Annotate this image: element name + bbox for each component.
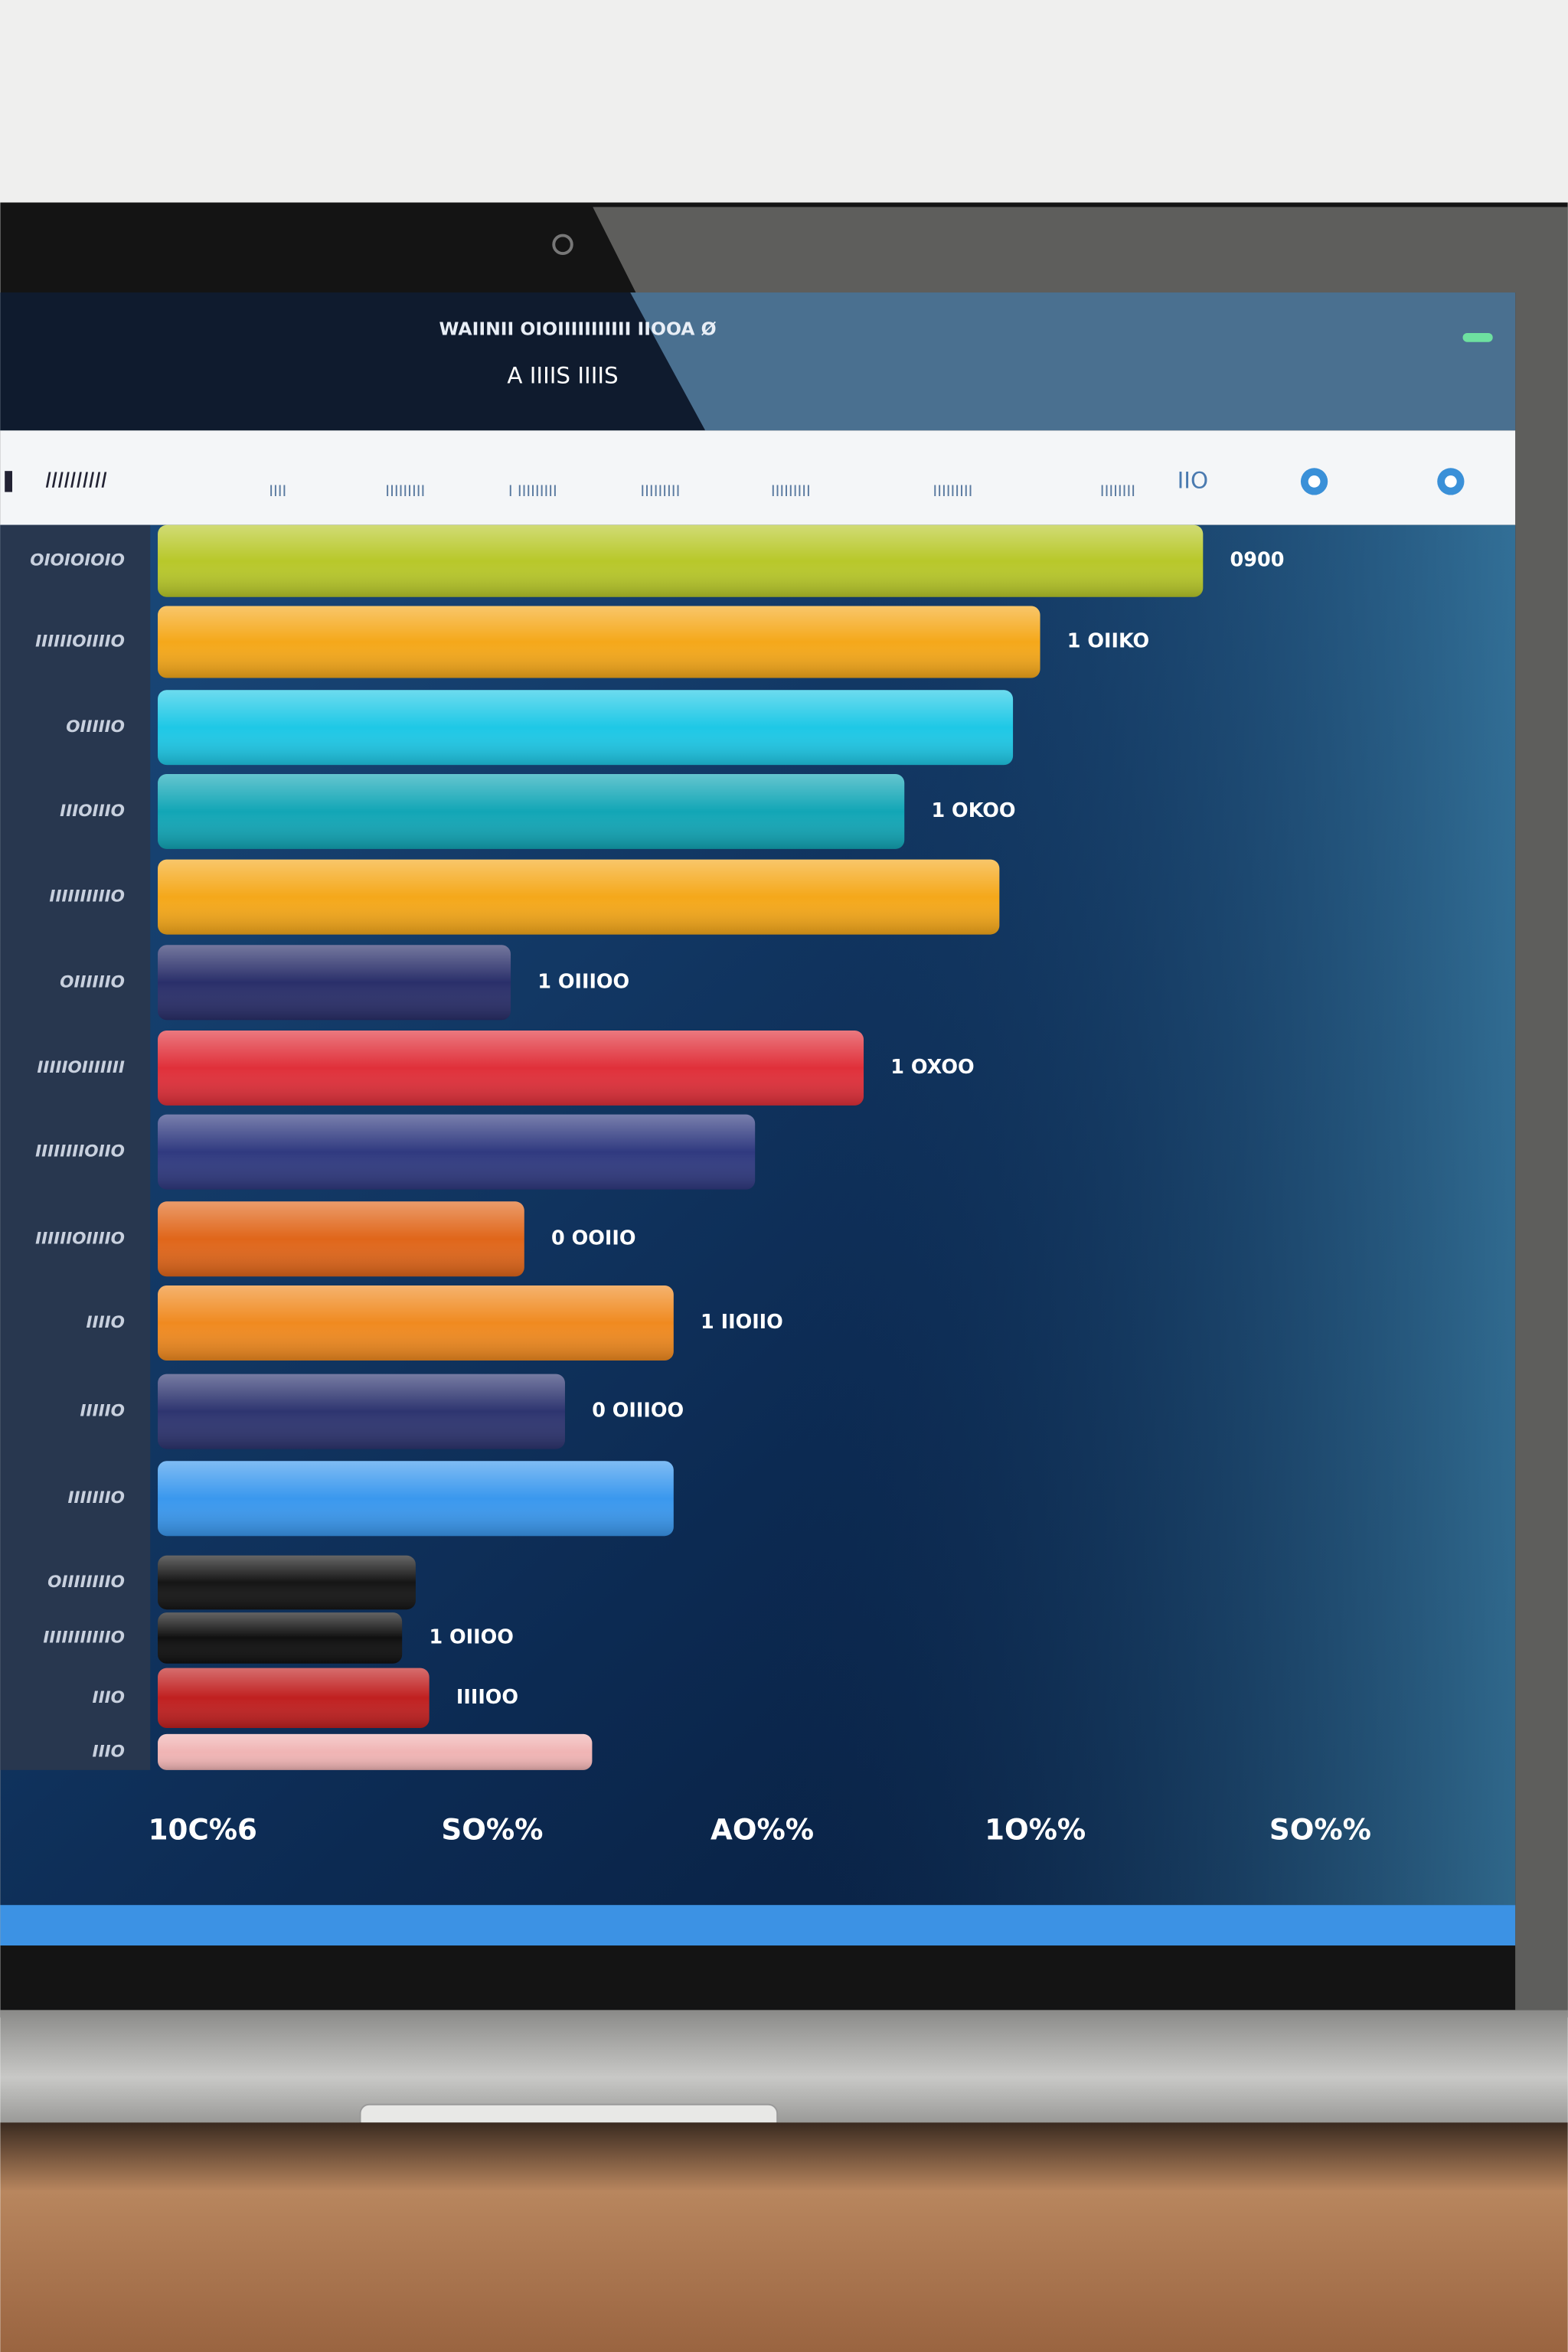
bar-shine [158, 773, 905, 849]
category-label: IIIIIIIIOIIO [35, 1142, 125, 1161]
value-label: 0 OIIIOO [592, 1400, 684, 1423]
value-label: 1 OIIKO [1067, 630, 1149, 653]
category-label: IIIIIIOIIIIO [35, 1229, 125, 1248]
x-axis-label: 1O%% [985, 1813, 1086, 1847]
wall [0, 0, 1568, 211]
category-label: IIIIIO [80, 1402, 125, 1421]
bar-shine [158, 1374, 565, 1449]
x-axis-label: SO%% [1269, 1813, 1371, 1847]
bar-shine [158, 1201, 524, 1277]
category-label: OIOIOIOIO [30, 551, 125, 570]
category-label: IIIIIIOIIIIO [35, 632, 125, 652]
menu-button-dot [1445, 475, 1457, 488]
category-label: IIIO [93, 1688, 125, 1707]
bar-shine [158, 1114, 756, 1190]
value-label: 1 OIIIOO [537, 970, 629, 993]
menu-right[interactable]: IIO [1178, 467, 1208, 493]
value-label: IIIIOO [456, 1686, 518, 1709]
menu-tab[interactable]: IIIIIIIII [771, 482, 811, 500]
status-strip [0, 1905, 1516, 1946]
category-label: OIIIIIIO [60, 972, 125, 991]
status-indicator [1462, 332, 1493, 342]
bar-shine [158, 1030, 864, 1106]
desk [0, 2122, 1568, 2352]
header-dark [0, 292, 706, 431]
category-label: IIIO [93, 1742, 125, 1761]
value-label: 0900 [1230, 549, 1285, 572]
value-label: 1 OXOO [890, 1056, 974, 1079]
category-label: IIIIIIIIIIIO [43, 1628, 125, 1647]
x-axis-label: 10C%6 [149, 1813, 257, 1847]
category-label: IIIIIIIIIIO [49, 887, 125, 906]
header-subtitle: A IIIIS IIIIS [507, 362, 618, 388]
camera [552, 234, 573, 256]
category-label: OIIIIIO [66, 717, 125, 737]
x-axis-label: AO%% [710, 1813, 814, 1847]
menu-tab[interactable]: IIII [269, 482, 286, 500]
menu-button-dot [1308, 475, 1321, 488]
value-label: 1 OKOO [931, 799, 1015, 822]
category-label: IIIOIIIO [60, 802, 125, 821]
bar-shine [158, 524, 1204, 597]
menu-tab[interactable]: IIIIIIIII [933, 482, 972, 500]
category-label: IIIIIIIO [68, 1488, 125, 1508]
menu-tab[interactable]: I IIIIIIIII [508, 482, 557, 500]
bar-shine [158, 945, 511, 1021]
bar-shine [158, 1668, 430, 1728]
value-label: 1 OIIOO [429, 1625, 513, 1648]
bar-shine [158, 1285, 674, 1361]
category-label: IIIIO [87, 1313, 125, 1332]
label-column [0, 524, 151, 1770]
menu-tabs: IIII IIIIIIIII I IIIIIIIII IIIIIIIII IIIIIII… [269, 482, 1135, 500]
menu-tab[interactable]: IIIIIIIII [385, 482, 425, 500]
menu-tab[interactable]: IIIIIIII [1100, 482, 1135, 500]
category-label: IIIIIOIIIIIII [37, 1058, 125, 1077]
bar-shine [158, 1461, 674, 1537]
value-label: 1 IIOIIO [701, 1311, 783, 1334]
laptop-body [0, 2010, 1568, 2123]
menu-tab[interactable]: IIIIIIIII [640, 482, 680, 500]
menu-label[interactable]: IIIIIIIIII [45, 469, 107, 492]
bar-shine [158, 1555, 416, 1610]
menu-icon [5, 471, 12, 492]
plot: OIOIOIOIO 0900 IIIIIIOIIIIO 1 OIIKO OIIIIIO I… [30, 524, 1371, 1847]
menu-bar[interactable] [0, 430, 1516, 525]
header-title: WAIINII OIOIIIIIIIIIII IIOOA Ø [439, 318, 717, 340]
category-label: OIIIIIIIIO [47, 1573, 125, 1592]
bar-shine [158, 690, 1014, 766]
bar-shine [158, 1733, 593, 1770]
bar-shine [158, 859, 1000, 935]
bar-shine [158, 606, 1040, 678]
bar-shine [158, 1612, 403, 1664]
value-label: 0 OOIIO [551, 1227, 635, 1250]
x-axis-label: SO%% [441, 1813, 543, 1847]
